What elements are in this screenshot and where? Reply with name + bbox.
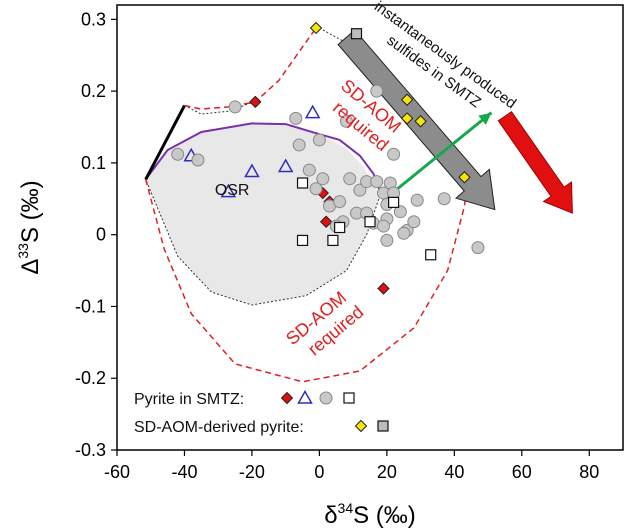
data-points (171, 21, 485, 295)
x-tick-label: 80 (579, 462, 599, 482)
legend-marker-gray-square (377, 420, 389, 432)
legend-marker-triangle (297, 389, 313, 404)
y-axis-label-sup: 33 (15, 243, 31, 259)
data-point-circle-s2-31 (380, 233, 394, 247)
osr-upper-boundary (144, 122, 320, 180)
legend-marker-yellow-diamond (354, 419, 368, 433)
x-tick-label: -40 (171, 462, 197, 482)
data-point-square-s3-3 (334, 221, 346, 234)
sdaom-envelope-lower (144, 177, 469, 383)
data-point-diamond-s0-3 (319, 215, 333, 228)
y-tick-label: 0 (96, 225, 106, 245)
green-arrow-shaft (385, 111, 493, 199)
x-axis-label: δ34S (‰) (324, 500, 416, 529)
y-tick-label: -0.2 (75, 368, 106, 388)
data-point-circle-s2-7 (309, 182, 323, 196)
y-tick-label: 0.1 (81, 153, 106, 173)
data-point-circle-s2-28 (407, 215, 421, 229)
data-point-triangle-s1-4 (304, 104, 321, 119)
sdaom-envelope-upper (184, 27, 317, 110)
x-tick-label: 40 (444, 462, 464, 482)
data-point-diamond-s4-2 (400, 112, 414, 125)
data-point-circle-s2-29 (410, 193, 424, 207)
data-point-circle-s2-33 (471, 241, 485, 255)
data-point-triangle-s1-1 (220, 183, 237, 198)
data-point-diamond-s0-0 (249, 95, 262, 109)
legend-marker-red-diamond (280, 391, 294, 405)
data-point-circle-s2-32 (437, 192, 451, 206)
x-tick-label: 60 (512, 462, 532, 482)
data-point-circle-s2-8 (302, 163, 316, 177)
x-axis-label-tail: S (‰) (353, 502, 416, 529)
data-point-diamond-s4-0 (309, 21, 323, 35)
data-point-square-s3-1 (296, 234, 309, 247)
axes: 0.3 0.2 0.1 0 -0.1 -0.2 -0.3-60 -40 -20 0 20 40 60 80… (15, 4, 624, 529)
data-point-circle-s2-2 (191, 153, 205, 167)
data-point-circle-s2-4 (292, 138, 306, 152)
x-tick-label: 0 (314, 462, 324, 482)
green-arrow-head-end (478, 112, 492, 125)
data-point-circle-s2-23 (387, 147, 401, 161)
data-point-circle-s2-30 (376, 219, 390, 233)
data-point-circle-s2-26 (393, 205, 407, 219)
data-point-circle-s2-15 (370, 175, 384, 189)
y-axis-label-base: Δ (17, 259, 44, 275)
data-point-circle-s2-13 (353, 183, 367, 197)
x-axis-label-sup: 34 (338, 500, 354, 516)
y-axis-label-tail: S (‰) (17, 180, 44, 243)
data-point-circle-s2-34 (397, 226, 411, 240)
data-point-circle-s2-5 (312, 133, 326, 147)
x-tick-label: 20 (377, 462, 397, 482)
x-tick-label: -60 (104, 462, 130, 482)
osr-region (145, 123, 381, 306)
x-tick-label: -20 (239, 462, 265, 482)
data-point-square-s3-2 (327, 234, 339, 247)
data-point-diamond-s4-3 (414, 115, 427, 128)
data-point-circle-s2-6 (339, 114, 353, 128)
end-member-segment (144, 104, 186, 181)
legend-label-smtz: Pyrite in SMTZ: (134, 391, 244, 408)
data-point-diamond-s0-4 (377, 282, 390, 295)
data-point-square-s3-4 (364, 216, 376, 228)
y-tick-label: -0.1 (75, 296, 106, 316)
plot-frame (116, 4, 624, 451)
legend-marker-square (343, 392, 355, 404)
data-point-diamond-s4-4 (458, 171, 471, 184)
data-point-diamond-s4-1 (400, 93, 414, 106)
osr-label: OSR (215, 182, 250, 199)
data-point-circle-s2-12 (343, 172, 357, 186)
legend-label-sdaom: SD-AOM-derived pyrite: (134, 419, 304, 436)
data-point-square-s5-0 (350, 28, 363, 40)
y-tick-label: -0.3 (75, 440, 106, 460)
legend-marker-circle (319, 391, 333, 405)
osr-lower-boundary (145, 179, 381, 306)
legend: Pyrite in SMTZ: SD-AOM-derived pyrite: (134, 389, 389, 436)
y-tick-label: 0.3 (81, 9, 106, 29)
data-point-circle-s2-9 (316, 172, 330, 186)
data-point-circle-s2-3 (289, 111, 303, 125)
data-point-circle-s2-24 (370, 84, 384, 98)
data-point-circle-s2-11 (333, 195, 347, 209)
data-point-square-s3-6 (388, 196, 400, 208)
y-axis-label: Δ33S (‰) (15, 180, 44, 274)
data-point-triangle-s1-2 (244, 163, 260, 178)
data-point-square-s3-5 (425, 249, 437, 261)
data-point-square-s3-0 (296, 177, 309, 189)
data-point-circle-s2-0 (228, 100, 242, 114)
data-point-circle-s2-1 (171, 147, 185, 161)
data-point-triangle-s1-3 (277, 158, 294, 173)
y-tick-label: 0.2 (81, 81, 106, 101)
dotted-guide-left (184, 102, 253, 115)
red-arrow (497, 111, 573, 214)
x-axis-label-base: δ (324, 502, 337, 529)
